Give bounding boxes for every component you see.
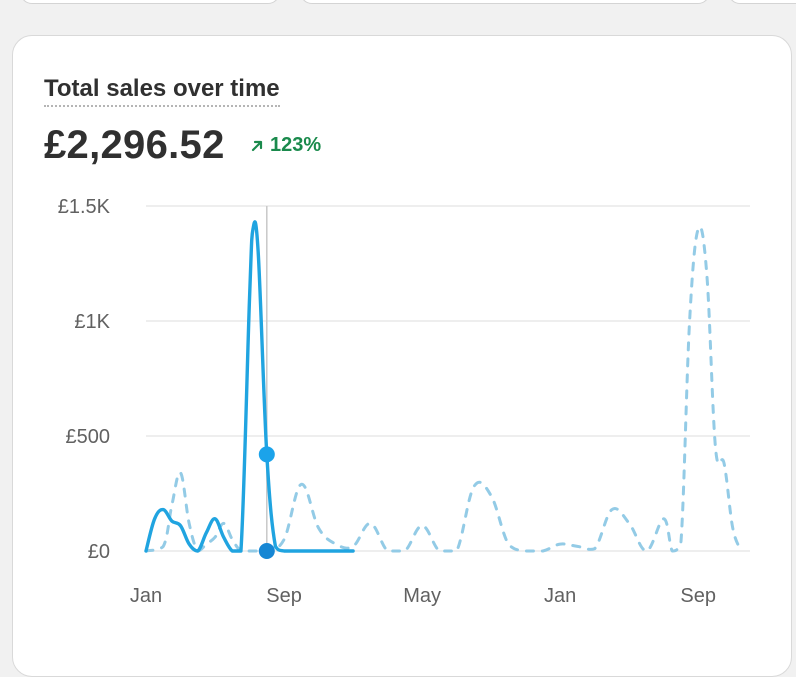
series-line-previous (144, 225, 743, 553)
sales-line-chart[interactable]: £0 £500 £1K £1.5K Jan Sep May Jan Sep (0, 0, 796, 656)
chart-markers (258, 446, 275, 559)
sales-card (12, 35, 792, 677)
total-sales-value: £2,296.52 (44, 123, 225, 167)
series-line-current (144, 220, 355, 553)
arrow-up-right-icon (251, 140, 263, 151)
x-tick-label: Sep (266, 585, 302, 607)
x-axis-labels: Jan Sep May Jan Sep (130, 585, 716, 607)
y-tick-label: £1K (74, 311, 110, 333)
y-axis-labels: £0 £500 £1K £1.5K (58, 196, 111, 563)
chart-grid (146, 205, 750, 552)
y-tick-label: £1.5K (58, 196, 111, 218)
hover-point[interactable] (258, 446, 275, 463)
y-tick-label: £500 (66, 426, 111, 448)
x-tick-label: Sep (680, 585, 716, 607)
chart-series (144, 220, 743, 553)
x-tick-label: May (403, 585, 441, 607)
x-tick-label: Jan (130, 585, 162, 607)
card-title[interactable]: Total sales over time (44, 74, 280, 107)
y-tick-label: £0 (88, 541, 110, 563)
change-badge: 123% (250, 134, 321, 157)
hover-point[interactable] (258, 543, 275, 559)
x-tick-label: Jan (544, 585, 576, 607)
change-percent: 123% (270, 134, 322, 156)
